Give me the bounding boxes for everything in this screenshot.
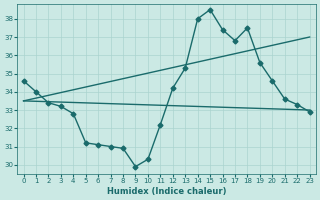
X-axis label: Humidex (Indice chaleur): Humidex (Indice chaleur) [107, 187, 226, 196]
